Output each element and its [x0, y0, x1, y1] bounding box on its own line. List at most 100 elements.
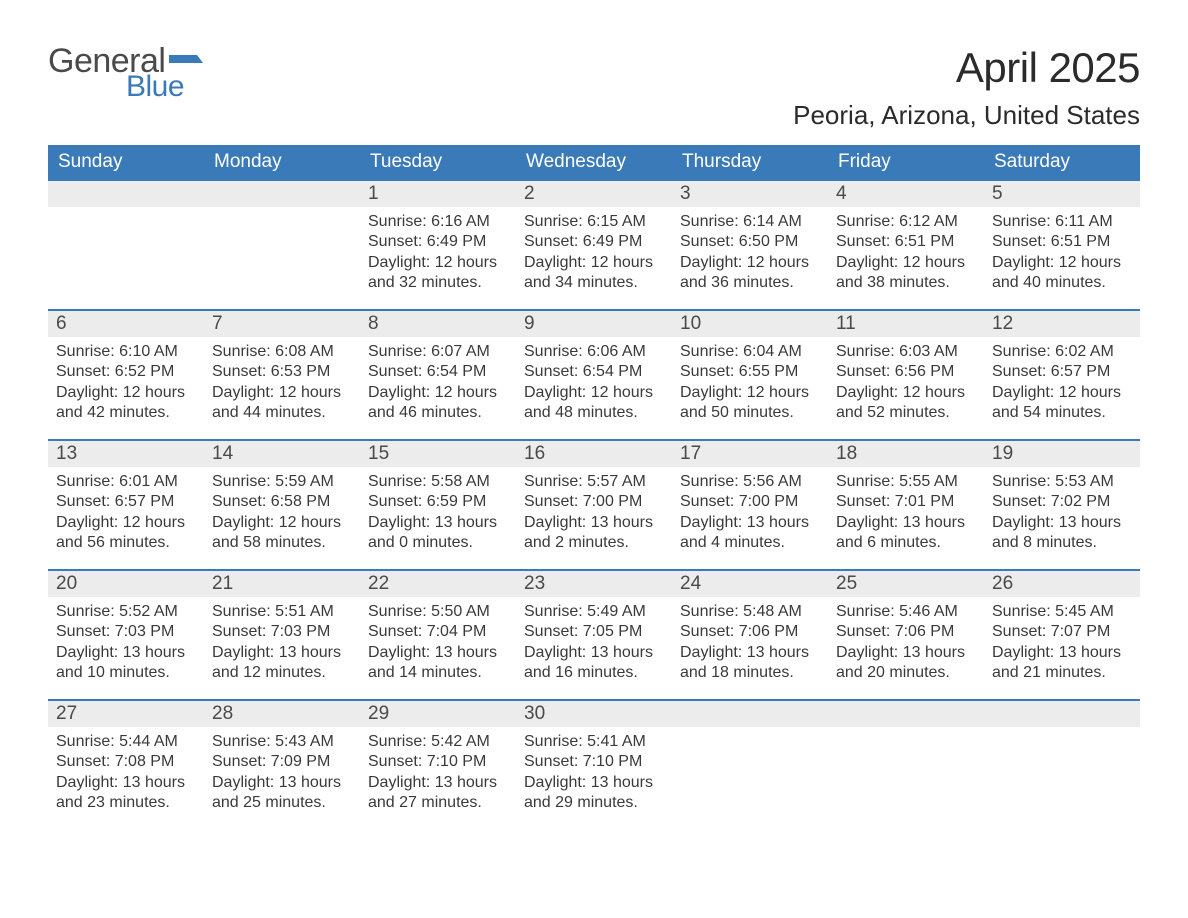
daylight-text: Daylight: 13 hours and 18 minutes. — [680, 643, 820, 684]
daylight-text: Daylight: 13 hours and 6 minutes. — [836, 513, 976, 554]
day-number: 11 — [828, 311, 984, 337]
calendar-day: 6Sunrise: 6:10 AMSunset: 6:52 PMDaylight… — [48, 311, 204, 439]
day-number: 21 — [204, 571, 360, 597]
day-body: Sunrise: 6:10 AMSunset: 6:52 PMDaylight:… — [48, 337, 204, 434]
sunset-text: Sunset: 6:57 PM — [56, 492, 196, 512]
day-number — [48, 181, 204, 207]
sunrise-text: Sunrise: 5:57 AM — [524, 472, 664, 492]
day-body: Sunrise: 5:52 AMSunset: 7:03 PMDaylight:… — [48, 597, 204, 694]
sunset-text: Sunset: 6:51 PM — [992, 232, 1132, 252]
weekday-header: Monday — [204, 145, 360, 181]
sunrise-text: Sunrise: 5:49 AM — [524, 602, 664, 622]
sunset-text: Sunset: 6:59 PM — [368, 492, 508, 512]
day-number: 3 — [672, 181, 828, 207]
sunrise-text: Sunrise: 6:08 AM — [212, 342, 352, 362]
calendar-day: 10Sunrise: 6:04 AMSunset: 6:55 PMDayligh… — [672, 311, 828, 439]
day-body: Sunrise: 5:41 AMSunset: 7:10 PMDaylight:… — [516, 727, 672, 824]
logo: General Blue — [48, 44, 203, 102]
day-body: Sunrise: 5:56 AMSunset: 7:00 PMDaylight:… — [672, 467, 828, 564]
sunset-text: Sunset: 6:52 PM — [56, 362, 196, 382]
weekday-header: Sunday — [48, 145, 204, 181]
sunset-text: Sunset: 7:07 PM — [992, 622, 1132, 642]
day-number: 8 — [360, 311, 516, 337]
sunset-text: Sunset: 6:51 PM — [836, 232, 976, 252]
month-title: April 2025 — [793, 44, 1140, 92]
sunset-text: Sunset: 7:03 PM — [212, 622, 352, 642]
daylight-text: Daylight: 12 hours and 50 minutes. — [680, 383, 820, 424]
sunrise-text: Sunrise: 6:15 AM — [524, 212, 664, 232]
sunrise-text: Sunrise: 6:04 AM — [680, 342, 820, 362]
day-number — [204, 181, 360, 207]
title-block: April 2025 Peoria, Arizona, United State… — [793, 44, 1140, 131]
weekday-header: Wednesday — [516, 145, 672, 181]
day-number: 22 — [360, 571, 516, 597]
sunrise-text: Sunrise: 5:58 AM — [368, 472, 508, 492]
sunrise-text: Sunrise: 5:56 AM — [680, 472, 820, 492]
day-body: Sunrise: 6:12 AMSunset: 6:51 PMDaylight:… — [828, 207, 984, 304]
calendar-day: 7Sunrise: 6:08 AMSunset: 6:53 PMDaylight… — [204, 311, 360, 439]
sunrise-text: Sunrise: 5:50 AM — [368, 602, 508, 622]
calendar-day: 14Sunrise: 5:59 AMSunset: 6:58 PMDayligh… — [204, 441, 360, 569]
daylight-text: Daylight: 12 hours and 36 minutes. — [680, 253, 820, 294]
daylight-text: Daylight: 13 hours and 14 minutes. — [368, 643, 508, 684]
sunrise-text: Sunrise: 6:10 AM — [56, 342, 196, 362]
daylight-text: Daylight: 13 hours and 2 minutes. — [524, 513, 664, 554]
calendar-day: 8Sunrise: 6:07 AMSunset: 6:54 PMDaylight… — [360, 311, 516, 439]
calendar-day: 5Sunrise: 6:11 AMSunset: 6:51 PMDaylight… — [984, 181, 1140, 309]
daylight-text: Daylight: 12 hours and 58 minutes. — [212, 513, 352, 554]
day-number: 26 — [984, 571, 1140, 597]
sunset-text: Sunset: 6:54 PM — [524, 362, 664, 382]
sunrise-text: Sunrise: 6:12 AM — [836, 212, 976, 232]
day-body: Sunrise: 6:08 AMSunset: 6:53 PMDaylight:… — [204, 337, 360, 434]
sunset-text: Sunset: 7:03 PM — [56, 622, 196, 642]
calendar-day: 13Sunrise: 6:01 AMSunset: 6:57 PMDayligh… — [48, 441, 204, 569]
calendar-day — [984, 701, 1140, 829]
day-body: Sunrise: 5:45 AMSunset: 7:07 PMDaylight:… — [984, 597, 1140, 694]
day-number: 12 — [984, 311, 1140, 337]
calendar-day: 26Sunrise: 5:45 AMSunset: 7:07 PMDayligh… — [984, 571, 1140, 699]
daylight-text: Daylight: 12 hours and 52 minutes. — [836, 383, 976, 424]
sunrise-text: Sunrise: 5:44 AM — [56, 732, 196, 752]
calendar-week: 20Sunrise: 5:52 AMSunset: 7:03 PMDayligh… — [48, 569, 1140, 699]
calendar-day: 2Sunrise: 6:15 AMSunset: 6:49 PMDaylight… — [516, 181, 672, 309]
daylight-text: Daylight: 13 hours and 12 minutes. — [212, 643, 352, 684]
sunrise-text: Sunrise: 6:11 AM — [992, 212, 1132, 232]
day-body: Sunrise: 5:58 AMSunset: 6:59 PMDaylight:… — [360, 467, 516, 564]
day-number: 27 — [48, 701, 204, 727]
sunset-text: Sunset: 7:05 PM — [524, 622, 664, 642]
daylight-text: Daylight: 13 hours and 0 minutes. — [368, 513, 508, 554]
sunrise-text: Sunrise: 5:46 AM — [836, 602, 976, 622]
calendar-day: 27Sunrise: 5:44 AMSunset: 7:08 PMDayligh… — [48, 701, 204, 829]
calendar-week: 1Sunrise: 6:16 AMSunset: 6:49 PMDaylight… — [48, 181, 1140, 309]
day-number: 25 — [828, 571, 984, 597]
day-number: 15 — [360, 441, 516, 467]
sunset-text: Sunset: 6:56 PM — [836, 362, 976, 382]
daylight-text: Daylight: 12 hours and 56 minutes. — [56, 513, 196, 554]
sunrise-text: Sunrise: 5:51 AM — [212, 602, 352, 622]
sunrise-text: Sunrise: 5:41 AM — [524, 732, 664, 752]
day-body: Sunrise: 6:07 AMSunset: 6:54 PMDaylight:… — [360, 337, 516, 434]
calendar-day — [204, 181, 360, 309]
day-number — [672, 701, 828, 727]
calendar-day: 4Sunrise: 6:12 AMSunset: 6:51 PMDaylight… — [828, 181, 984, 309]
weekday-header: Tuesday — [360, 145, 516, 181]
sunset-text: Sunset: 6:55 PM — [680, 362, 820, 382]
calendar-week: 13Sunrise: 6:01 AMSunset: 6:57 PMDayligh… — [48, 439, 1140, 569]
sunset-text: Sunset: 6:58 PM — [212, 492, 352, 512]
calendar-day: 12Sunrise: 6:02 AMSunset: 6:57 PMDayligh… — [984, 311, 1140, 439]
sunset-text: Sunset: 7:04 PM — [368, 622, 508, 642]
weeks-container: 1Sunrise: 6:16 AMSunset: 6:49 PMDaylight… — [48, 181, 1140, 829]
day-body: Sunrise: 6:02 AMSunset: 6:57 PMDaylight:… — [984, 337, 1140, 434]
sunset-text: Sunset: 7:08 PM — [56, 752, 196, 772]
calendar-day: 15Sunrise: 5:58 AMSunset: 6:59 PMDayligh… — [360, 441, 516, 569]
day-body: Sunrise: 5:49 AMSunset: 7:05 PMDaylight:… — [516, 597, 672, 694]
day-number: 23 — [516, 571, 672, 597]
day-body: Sunrise: 6:01 AMSunset: 6:57 PMDaylight:… — [48, 467, 204, 564]
sunset-text: Sunset: 7:00 PM — [524, 492, 664, 512]
day-body: Sunrise: 5:42 AMSunset: 7:10 PMDaylight:… — [360, 727, 516, 824]
day-number: 30 — [516, 701, 672, 727]
sunset-text: Sunset: 6:57 PM — [992, 362, 1132, 382]
calendar-week: 6Sunrise: 6:10 AMSunset: 6:52 PMDaylight… — [48, 309, 1140, 439]
day-number: 13 — [48, 441, 204, 467]
calendar-day: 3Sunrise: 6:14 AMSunset: 6:50 PMDaylight… — [672, 181, 828, 309]
